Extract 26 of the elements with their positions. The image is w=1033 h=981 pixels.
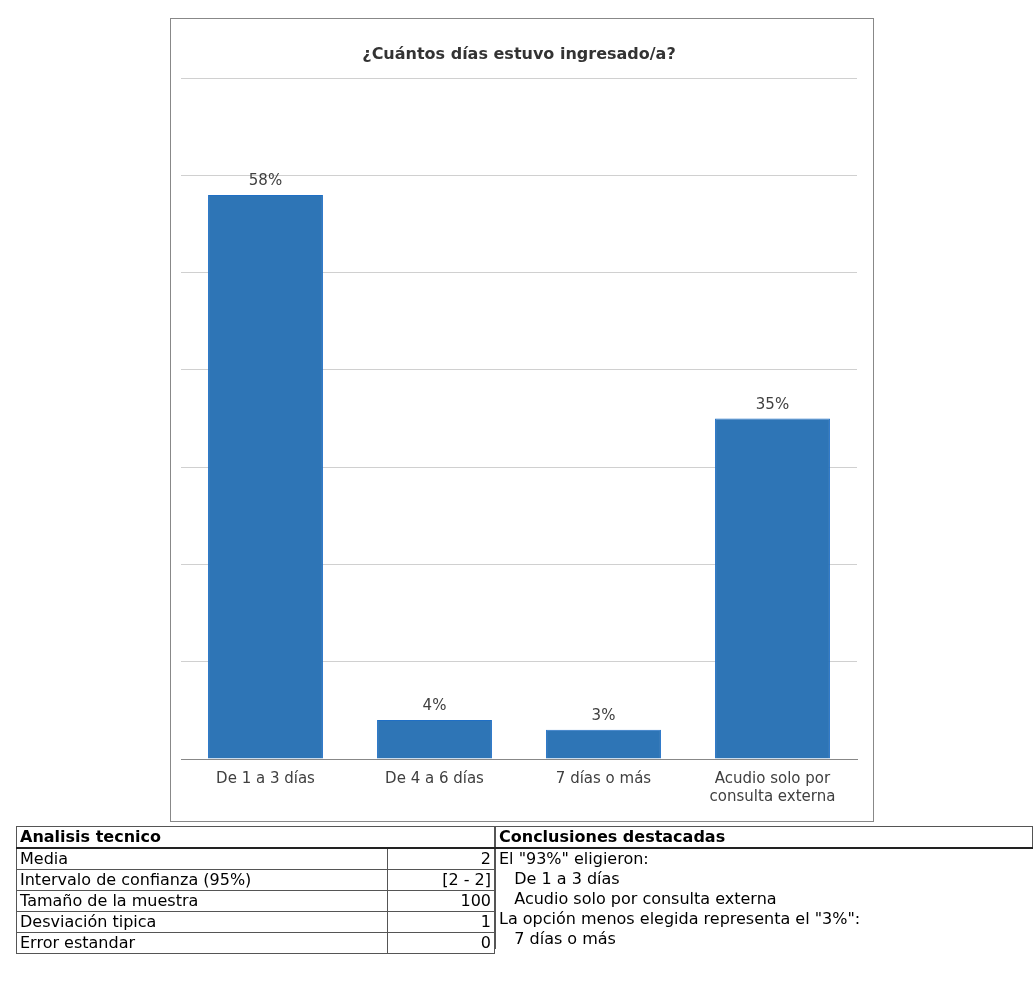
data-label: 58% <box>248 171 283 190</box>
text: 2 <box>480 849 491 868</box>
data-label: 35% <box>755 394 790 413</box>
x-tick-label: 7 días o más <box>555 768 652 787</box>
x-tick-label: Acudio solo por consulta externa <box>709 768 836 805</box>
text: 7 días o más <box>495 929 1033 949</box>
x-tick-label: De 1 a 3 días <box>216 768 316 787</box>
data-label: 3% <box>591 706 616 725</box>
category-label: Media <box>16 848 388 870</box>
text: El "93%" eligieron: <box>495 848 1033 869</box>
data-label: 4% <box>422 696 447 715</box>
category-label: Desviación tipica <box>16 911 388 933</box>
category-label: Intervalo de confianza (95%) <box>16 869 388 891</box>
text: [2 - 2] <box>442 870 491 889</box>
text: De 1 a 3 días <box>495 869 1033 889</box>
text: 1 <box>480 912 491 931</box>
text: Analisis tecnico <box>16 826 495 848</box>
chart-title: ¿Cuántos días estuvo ingresado/a? <box>362 43 676 63</box>
text: 0 <box>480 933 491 952</box>
category-label: Tamaño de la muestra <box>16 890 388 912</box>
x-tick-label: De 4 a 6 días <box>385 768 485 787</box>
text: La opción menos elegida representa el "3%": <box>495 909 1033 929</box>
text: Conclusiones destacadas <box>495 826 1033 848</box>
category-label: Error estandar <box>16 932 388 954</box>
text: 100 <box>460 891 491 910</box>
text: Acudio solo por consulta externa <box>495 889 1033 909</box>
